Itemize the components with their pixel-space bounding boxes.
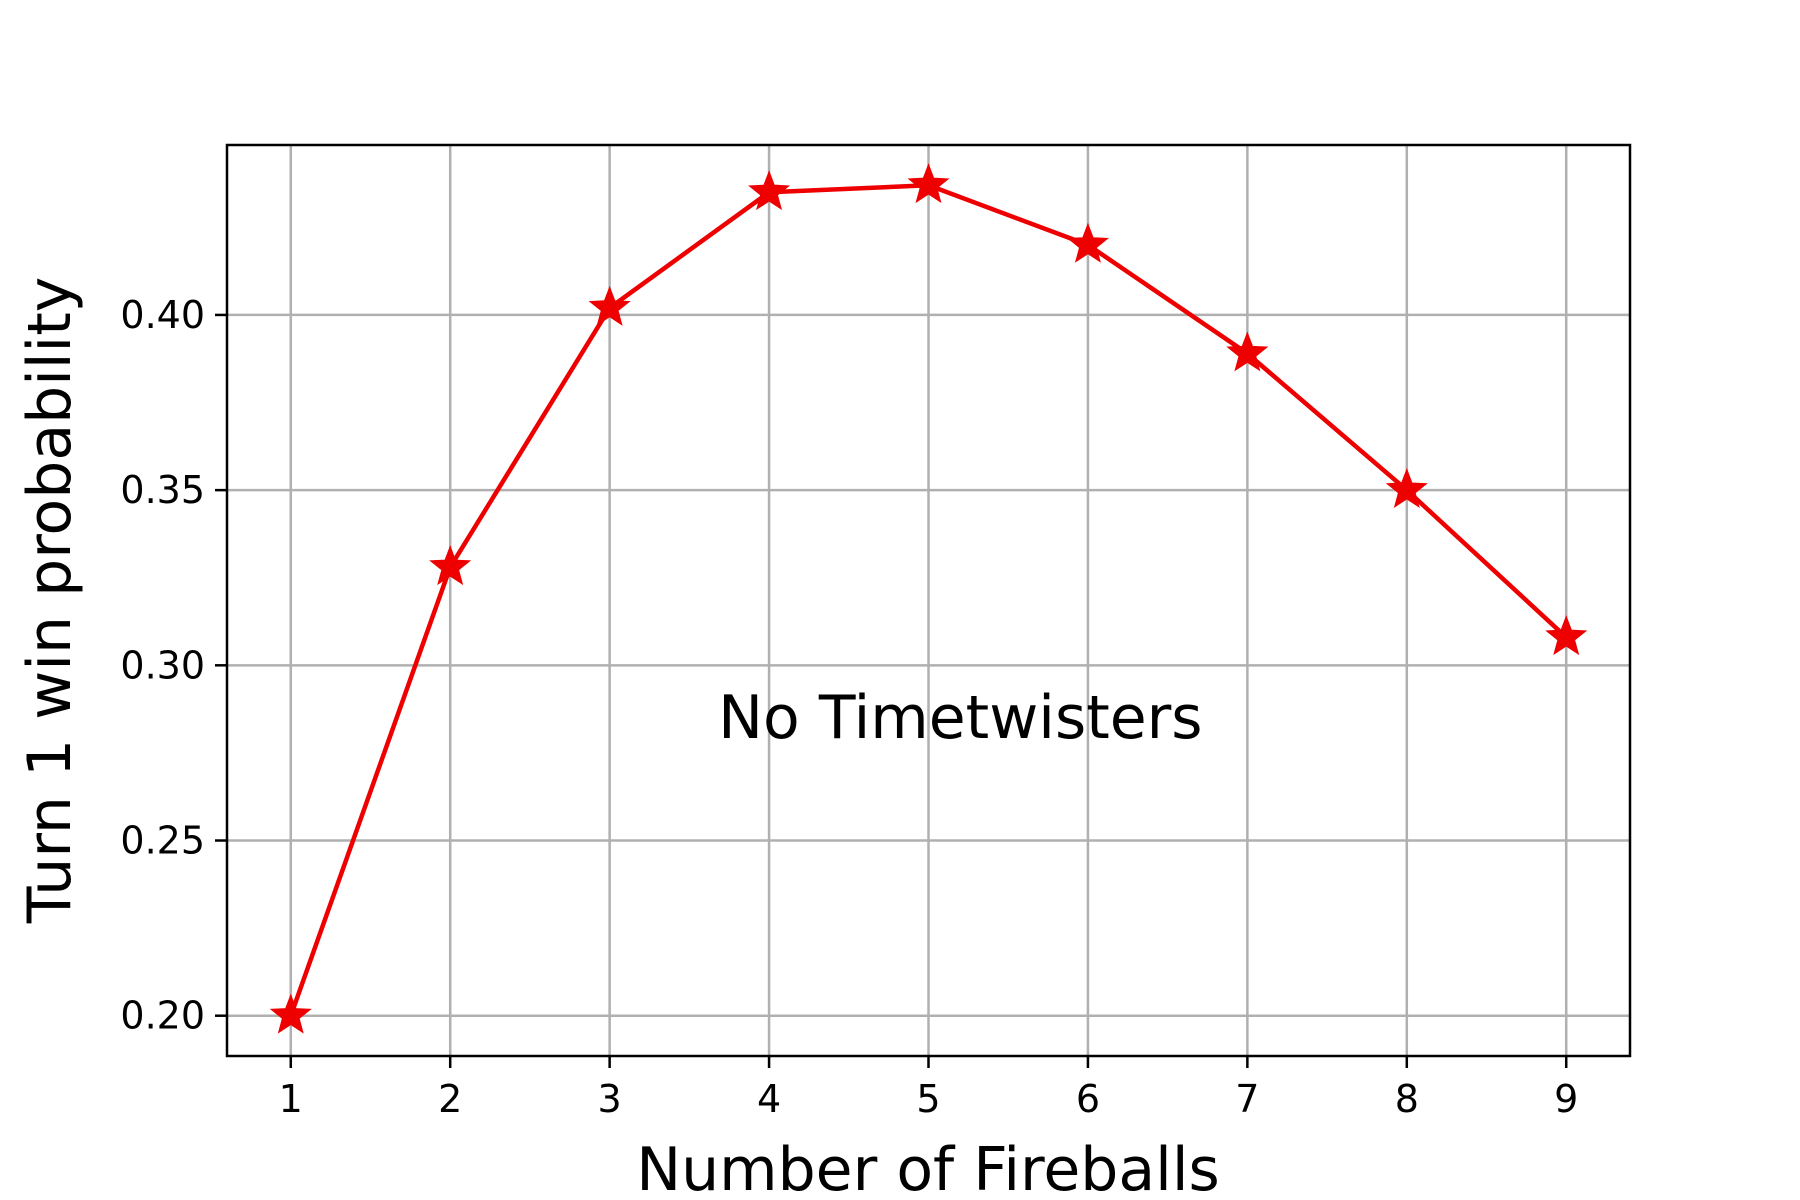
y-axis-ticks: 0.20 0.25 0.30 0.35 0.40: [120, 293, 227, 1038]
data-point-star: [748, 170, 791, 211]
x-axis-ticks: 1 2 3 4 5 6 7 8 9: [279, 1056, 1578, 1121]
data-point-star: [1226, 331, 1269, 372]
x-tick-label: 1: [279, 1077, 303, 1121]
data-point-star: [1066, 222, 1109, 263]
y-tick-label: 0.20: [120, 994, 205, 1038]
x-tick-label: 4: [757, 1077, 781, 1121]
series-layer: [269, 163, 1588, 1034]
data-point-star: [1385, 468, 1428, 509]
annotation-text: No Timetwisters: [718, 683, 1202, 753]
y-tick-label: 0.40: [120, 293, 205, 337]
y-tick-label: 0.35: [120, 468, 205, 512]
x-tick-label: 7: [1235, 1077, 1259, 1121]
x-tick-label: 5: [916, 1077, 940, 1121]
x-tick-label: 6: [1076, 1077, 1100, 1121]
x-tick-label: 8: [1395, 1077, 1419, 1121]
data-point-star: [1545, 615, 1588, 656]
data-point-star: [588, 285, 631, 326]
x-tick-label: 2: [438, 1077, 462, 1121]
data-point-star: [269, 993, 312, 1034]
y-axis-label: Turn 1 win probability: [15, 277, 85, 925]
data-point-star: [907, 163, 950, 204]
x-tick-label: 9: [1554, 1077, 1578, 1121]
x-axis-label: Number of Fireballs: [636, 1135, 1220, 1200]
x-tick-label: 3: [598, 1077, 622, 1121]
y-tick-label: 0.30: [120, 643, 205, 687]
y-tick-label: 0.25: [120, 819, 205, 863]
data-point-star: [429, 545, 472, 586]
